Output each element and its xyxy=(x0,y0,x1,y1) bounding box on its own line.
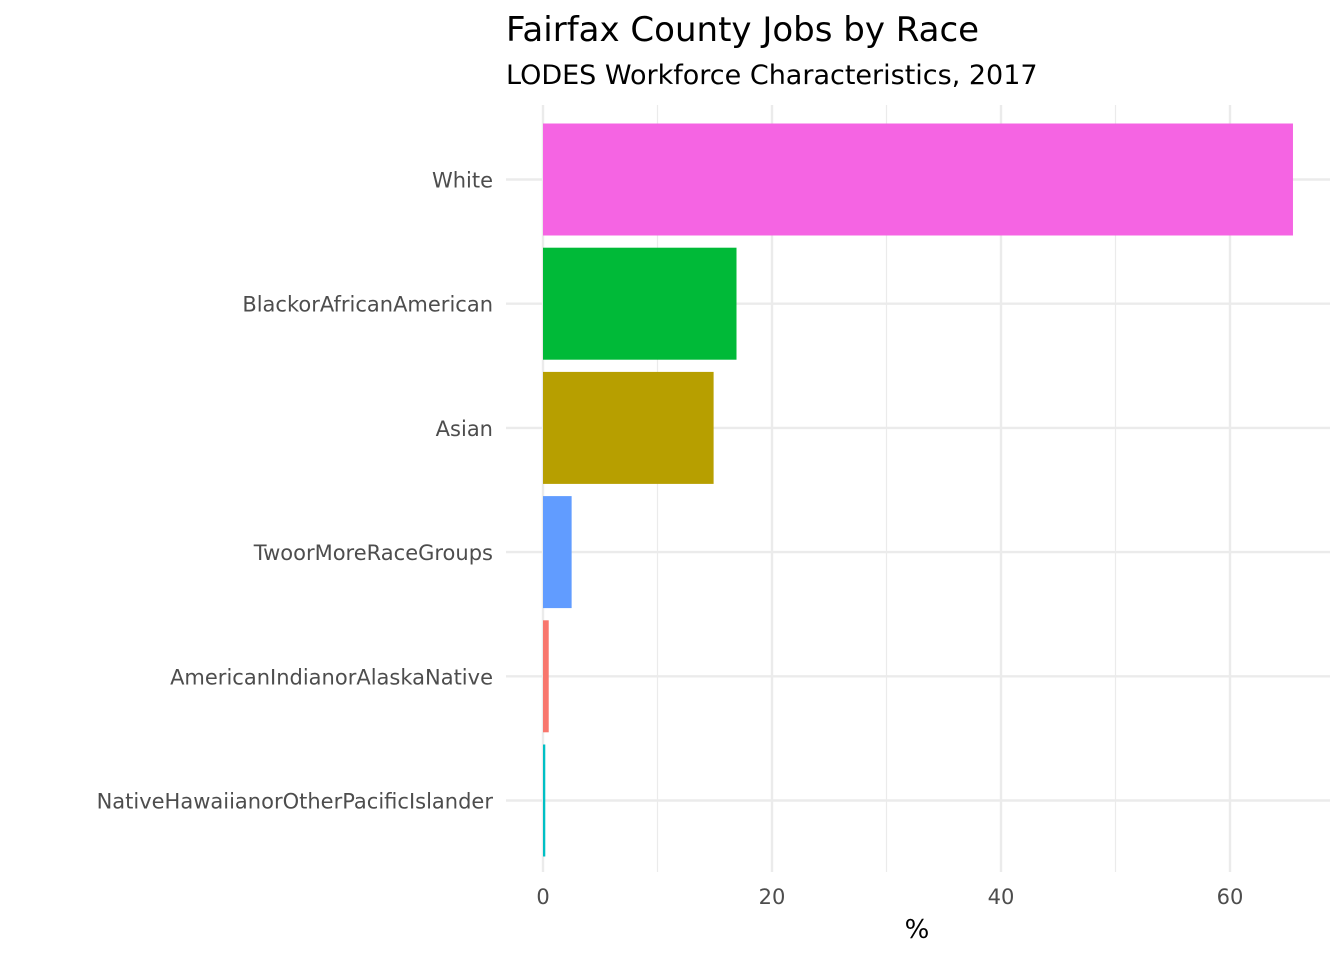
y-tick-label-americanindianoralaskanative: AmericanIndianorAlaskaNative xyxy=(170,665,493,689)
bar-asian xyxy=(543,371,714,484)
x-axis-title: % xyxy=(905,915,930,945)
x-tick-label: 40 xyxy=(988,885,1015,909)
bar-twoormoreracegroups xyxy=(543,496,572,609)
bars-group xyxy=(543,123,1293,857)
y-tick-label-nativehawaiianorotherpacificislander: NativeHawaiianorOtherPacificIslander xyxy=(97,790,494,814)
y-axis-labels: White BlackorAfricanAmerican Asian TwoorMor… xyxy=(97,169,494,814)
y-tick-label-twoormoreracegroups: TwoorMoreRaceGroups xyxy=(253,541,493,565)
bar-americanindianoralaskanative xyxy=(543,620,549,733)
x-tick-label: 60 xyxy=(1217,885,1244,909)
bar-nativehawaiianorotherpacificislander xyxy=(543,744,546,857)
bar-white xyxy=(543,123,1293,236)
chart-title: Fairfax County Jobs by Race xyxy=(506,10,979,50)
x-axis-labels: 0 20 40 60 xyxy=(536,885,1243,909)
y-tick-label-asian: Asian xyxy=(436,417,493,441)
chart-subtitle: LODES Workforce Characteristics, 2017 xyxy=(506,60,1038,91)
y-tick-label-white: White xyxy=(432,169,493,193)
x-tick-label: 20 xyxy=(759,885,786,909)
y-tick-label-blackorafricanamerican: BlackorAfricanAmerican xyxy=(242,293,493,317)
bar-blackorafricanamerican xyxy=(543,247,737,360)
x-tick-label: 0 xyxy=(536,885,549,909)
